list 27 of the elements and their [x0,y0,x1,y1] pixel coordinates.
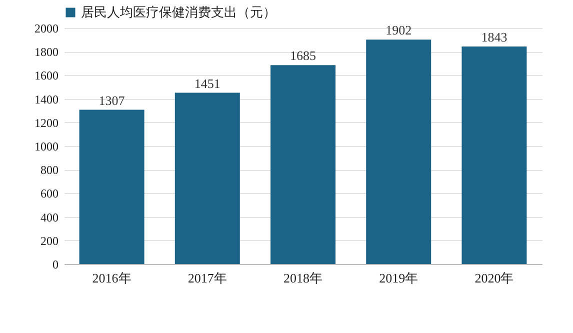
y-tick-label: 200 [40,234,58,248]
x-tick-label: 2020年 [474,270,514,286]
data-label: 1843 [481,30,508,45]
y-tick-label: 1200 [34,116,58,130]
legend-label: 居民人均医疗保健消费支出（元） [81,4,276,20]
y-tick-label: 1800 [34,45,58,60]
y-tick-label: 400 [40,210,58,224]
y-tick-label: 0 [52,258,58,272]
y-tick-label: 1600 [34,68,58,83]
y-tick-label: 2000 [34,22,58,36]
data-label: 1307 [98,92,126,108]
y-tick-label: 800 [40,163,58,178]
y-tick-label: 600 [40,186,58,201]
bar [270,65,336,264]
bar [462,46,527,264]
y-tick-label: 1400 [34,92,58,106]
x-tick-label: 2017年 [188,270,227,286]
y-tick-label: 1000 [34,140,58,154]
data-label: 1685 [290,48,316,64]
bar [366,40,432,264]
bar [174,92,240,264]
x-tick-label: 2018年 [284,270,322,286]
bar [79,110,144,264]
x-tick-label: 2019年 [379,270,418,286]
data-label: 1902 [386,22,412,38]
x-tick-label: 2016年 [92,270,132,286]
data-label: 1451 [194,76,220,91]
